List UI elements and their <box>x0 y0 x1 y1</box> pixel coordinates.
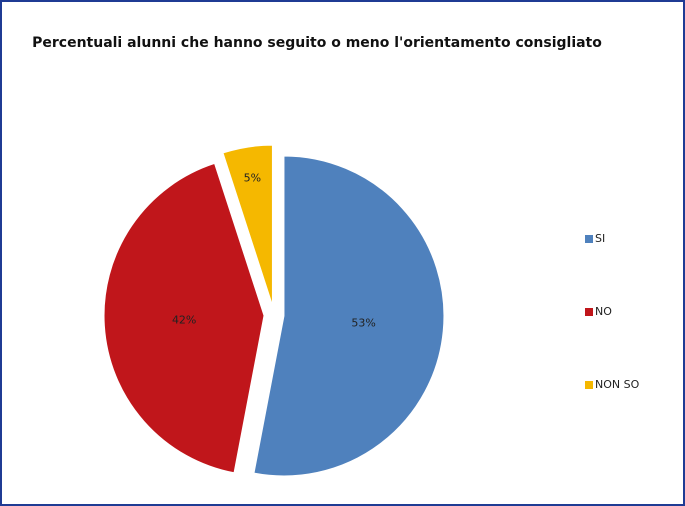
pie-slice <box>103 162 265 474</box>
legend-swatch <box>585 308 593 316</box>
data-label: 53% <box>351 316 375 329</box>
legend-label: NON SO <box>595 378 640 391</box>
legend-swatch <box>585 381 593 389</box>
data-label: 5% <box>244 172 261 185</box>
chart-title: Percentuali alunni che hanno seguito o m… <box>32 35 602 51</box>
pie-slice <box>253 155 445 477</box>
legend-label: NO <box>595 305 612 318</box>
legend-swatch <box>585 235 593 243</box>
data-label: 42% <box>172 314 196 327</box>
legend-label: SI <box>595 232 605 245</box>
pie-slice <box>222 144 273 306</box>
